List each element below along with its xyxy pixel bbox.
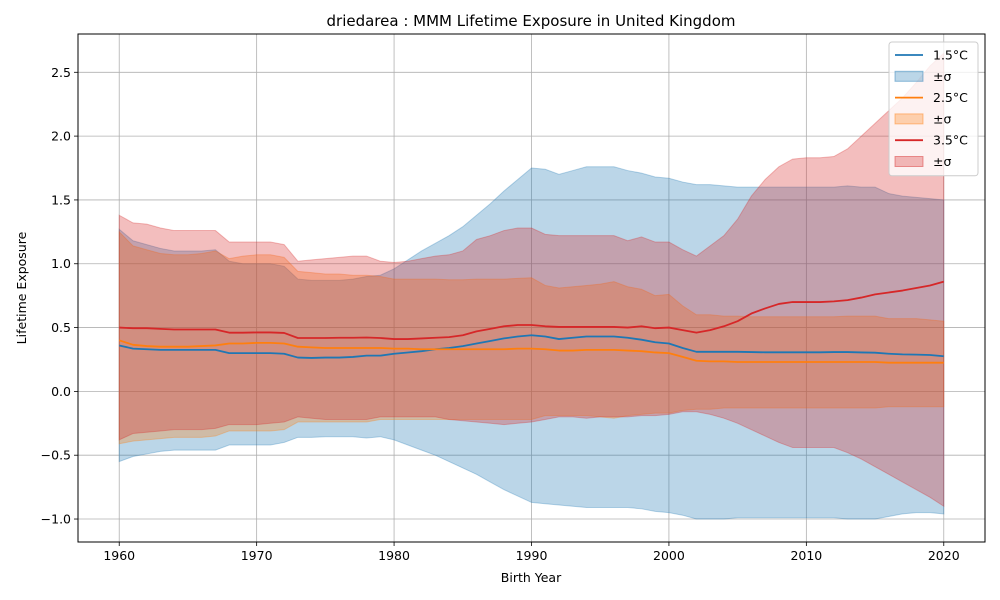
line-1.5C xyxy=(119,334,944,359)
y-axis-label: Lifetime Exposure xyxy=(14,231,29,344)
legend-band-swatch xyxy=(894,156,924,167)
x-tick-label: 2010 xyxy=(790,548,822,563)
x-tick-label: 2000 xyxy=(653,548,685,563)
x-tick-label: 1960 xyxy=(103,548,135,563)
legend-band-swatch xyxy=(894,113,924,125)
y-tick-label: 1.0 xyxy=(51,256,71,271)
y-tick-label: −0.5 xyxy=(41,448,71,463)
x-tick-label: 1970 xyxy=(241,548,273,563)
y-tick-label: 2.0 xyxy=(51,129,71,144)
line-3.5C xyxy=(119,280,945,340)
y-tick-label: 0.0 xyxy=(51,384,71,399)
grid xyxy=(78,34,985,542)
band-1.5C xyxy=(118,166,945,520)
x-tick-label: 1990 xyxy=(516,548,548,563)
band-2.5C xyxy=(118,230,945,445)
legend-label: ±σ xyxy=(933,111,951,126)
series-lines xyxy=(118,280,945,364)
axis-ticks: 1960 1970 1980 1990 2000 2010 2020 −1.0 −0.5 0.0 0… xyxy=(41,65,960,563)
x-tick-label: 2020 xyxy=(928,548,960,563)
y-tick-label: −1.0 xyxy=(41,512,71,527)
legend-box xyxy=(888,41,979,177)
legend-band-swatch xyxy=(894,70,924,82)
legend-label: 2.5°C xyxy=(933,90,968,105)
y-tick-label: 2.5 xyxy=(51,65,71,80)
chart-title: driedarea : MMM Lifetime Exposure in Uni… xyxy=(327,12,736,30)
line-2.5C xyxy=(118,339,944,364)
y-tick-label: 1.5 xyxy=(51,192,71,207)
legend-label: 1.5°C xyxy=(933,48,968,63)
x-axis-label: Birth Year xyxy=(501,570,562,585)
legend-label: 3.5°C xyxy=(933,133,968,148)
legend: 1.5°C ±σ 2.5°C ±σ 3.5°C ±σ xyxy=(888,41,979,177)
x-tick-label: 1980 xyxy=(378,548,410,563)
band-3.5C xyxy=(118,52,945,508)
legend-label: ±σ xyxy=(933,69,951,84)
uncertainty-bands xyxy=(118,52,945,520)
legend-label: ±σ xyxy=(933,154,951,169)
y-tick-label: 0.5 xyxy=(51,320,71,335)
